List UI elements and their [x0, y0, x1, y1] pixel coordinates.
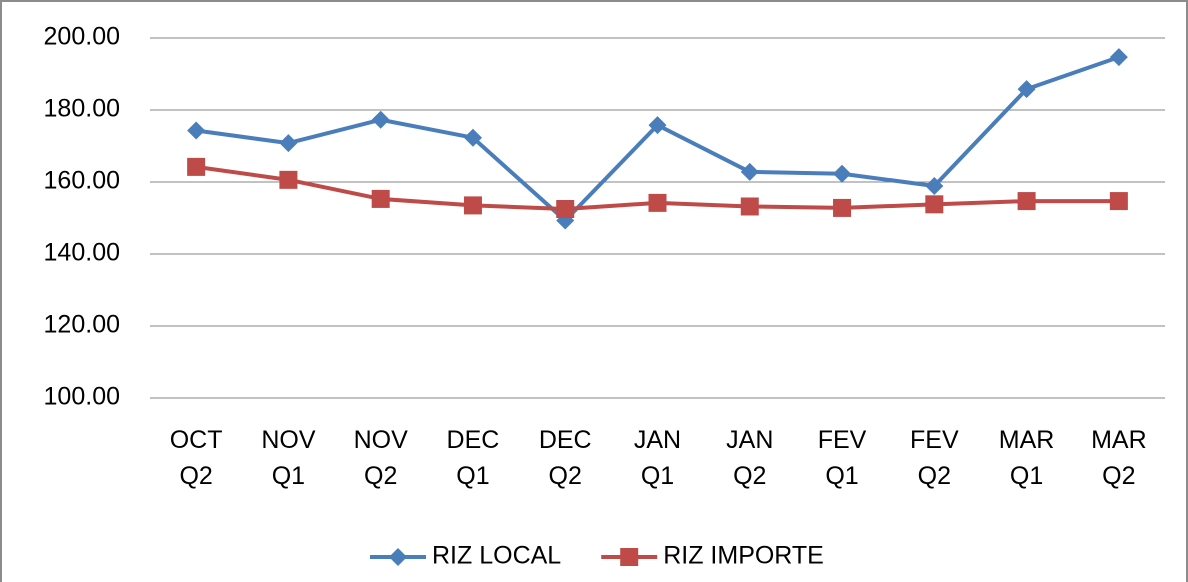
- x-tick-label: JAN Q1: [634, 426, 681, 490]
- point-marker: [1109, 48, 1128, 67]
- y-tick-label: 140.00: [44, 239, 120, 267]
- point-marker: [1017, 192, 1036, 211]
- y-tick-label: 120.00: [44, 311, 120, 339]
- point-marker: [648, 193, 667, 212]
- point-marker: [279, 134, 298, 153]
- legend-item: RIZ LOCAL: [370, 542, 561, 570]
- point-marker: [463, 196, 482, 215]
- x-tick-label: DEC Q1: [447, 426, 500, 490]
- x-tick-label: OCT Q2: [170, 426, 223, 490]
- legend-item: RIZ IMPORTE: [601, 542, 824, 570]
- point-marker: [556, 200, 575, 218]
- point-marker: [1017, 80, 1036, 99]
- point-marker: [279, 170, 298, 189]
- x-tick-label: DEC Q2: [539, 426, 592, 490]
- x-tick-label: NOV Q2: [354, 426, 409, 490]
- legend-marker: [389, 548, 407, 566]
- x-tick-label: JAN Q2: [726, 426, 773, 490]
- point-marker: [740, 197, 759, 216]
- point-marker: [833, 164, 852, 183]
- point-marker: [187, 121, 206, 140]
- legend-label: RIZ IMPORTE: [663, 542, 824, 570]
- point-marker: [925, 176, 944, 195]
- y-tick-label: 100.00: [44, 383, 120, 411]
- point-marker: [463, 128, 482, 147]
- y-tick-label: 180.00: [44, 95, 120, 123]
- legend-marker: [620, 548, 639, 566]
- x-tick-label: FEV Q2: [910, 426, 959, 490]
- y-tick-label: 160.00: [44, 167, 120, 195]
- point-marker: [833, 198, 852, 217]
- legend-label: RIZ LOCAL: [432, 542, 561, 570]
- point-marker: [1109, 192, 1128, 211]
- x-tick-label: FEV Q1: [818, 426, 867, 490]
- point-marker: [925, 195, 944, 214]
- point-marker: [648, 116, 667, 135]
- x-tick-label: MAR Q2: [1091, 426, 1147, 490]
- point-marker: [187, 157, 206, 176]
- x-tick-label: MAR Q1: [999, 426, 1055, 490]
- y-tick-label: 200.00: [44, 23, 120, 51]
- point-marker: [740, 162, 759, 181]
- x-tick-label: NOV Q1: [261, 426, 316, 490]
- point-marker: [371, 110, 390, 129]
- point-marker: [371, 189, 390, 208]
